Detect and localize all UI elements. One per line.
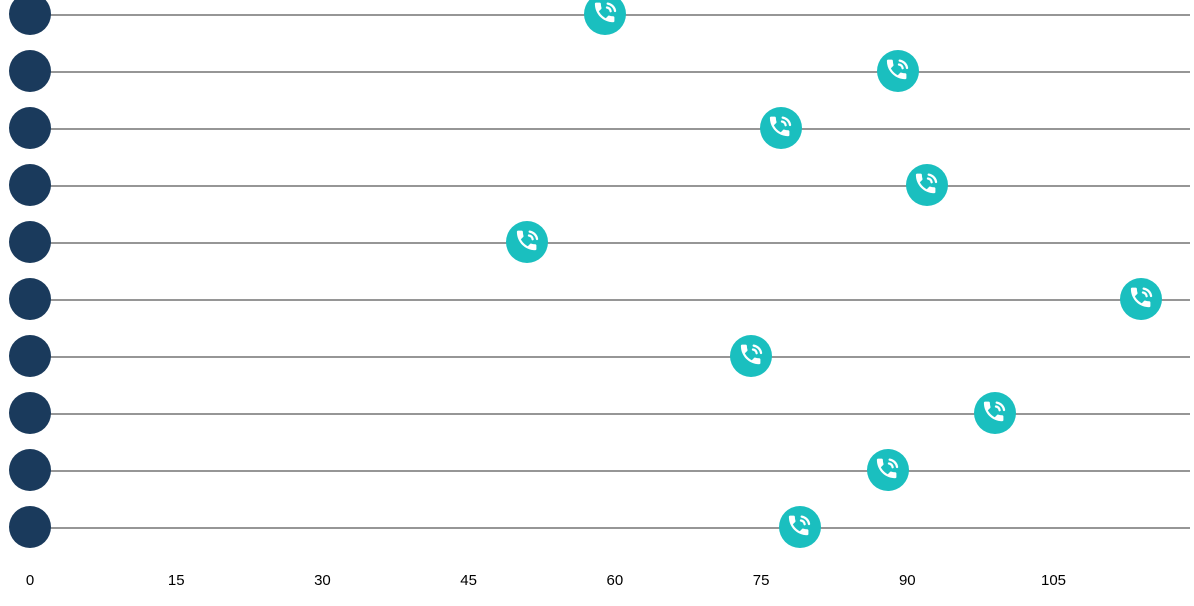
x-axis-tick-label: 75 (753, 572, 770, 589)
x-axis-tick-label: 30 (314, 572, 331, 589)
phone-ringing-icon (875, 457, 900, 482)
x-axis-tick-label: 60 (607, 572, 624, 589)
row-origin-marker (9, 506, 51, 548)
row-gridline (30, 356, 1190, 358)
row-origin-marker (9, 221, 51, 263)
phone-ringing-icon (768, 115, 793, 140)
x-axis-tick-label: 15 (168, 572, 185, 589)
row-gridline (30, 299, 1190, 301)
row-value-marker (906, 164, 948, 206)
phone-ringing-icon (914, 172, 939, 197)
row-gridline (30, 527, 1190, 529)
row-gridline (30, 185, 1190, 187)
x-axis-tick-label: 105 (1041, 572, 1066, 589)
row-origin-marker (9, 278, 51, 320)
row-value-marker (760, 107, 802, 149)
row-origin-marker (9, 449, 51, 491)
row-origin-marker (9, 335, 51, 377)
row-value-marker (1120, 278, 1162, 320)
row-value-marker (877, 50, 919, 92)
phone-ringing-icon (739, 343, 764, 368)
phone-ringing-icon (982, 400, 1007, 425)
row-origin-marker (9, 392, 51, 434)
row-gridline (30, 470, 1190, 472)
phone-ringing-icon (787, 514, 812, 539)
phone-ringing-icon (1129, 286, 1154, 311)
row-origin-marker (9, 107, 51, 149)
row-gridline (30, 242, 1190, 244)
row-value-marker (506, 221, 548, 263)
phone-ringing-icon (515, 229, 540, 254)
row-origin-marker (9, 50, 51, 92)
row-value-marker (584, 0, 626, 35)
phone-ringing-icon (593, 1, 618, 26)
row-origin-marker (9, 164, 51, 206)
x-axis-tick-label: 45 (460, 572, 477, 589)
row-value-marker (730, 335, 772, 377)
row-gridline (30, 128, 1190, 130)
row-value-marker (867, 449, 909, 491)
x-axis-tick-label: 90 (899, 572, 916, 589)
row-origin-marker (9, 0, 51, 35)
dot-strip-chart: 0 15 30 45 60 75 90 105 (0, 0, 1194, 606)
row-value-marker (974, 392, 1016, 434)
phone-ringing-icon (885, 58, 910, 83)
row-value-marker (779, 506, 821, 548)
row-gridline (30, 71, 1190, 73)
x-axis-tick-label: 0 (26, 572, 34, 589)
